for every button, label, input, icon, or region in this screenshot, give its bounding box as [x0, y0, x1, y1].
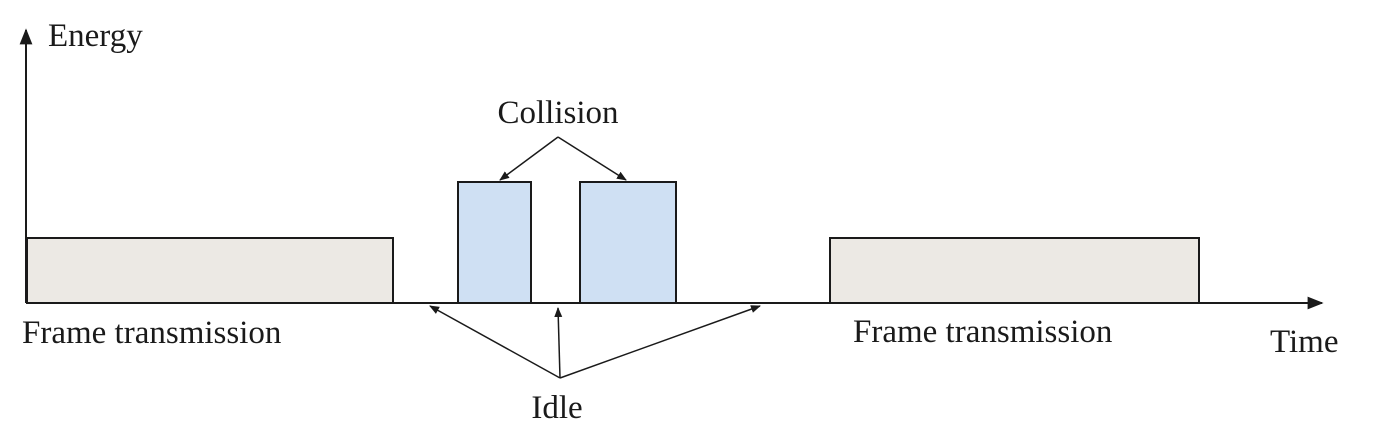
frame-label-left: Frame transmission	[22, 315, 281, 351]
energy-axis-label: Energy	[48, 18, 143, 54]
collision-block-right	[579, 181, 677, 304]
collision-block-left	[457, 181, 532, 304]
collision-arrow-right	[557, 136, 627, 181]
collision-label: Collision	[497, 95, 618, 131]
idle-arrow-left	[429, 305, 561, 379]
idle-arrow-right	[559, 305, 761, 379]
idle-arrow-middle	[554, 307, 563, 379]
collision-arrow-left	[499, 136, 559, 181]
frame-block-right	[829, 237, 1200, 304]
time-axis-label: Time	[1270, 324, 1338, 360]
frame-label-right: Frame transmission	[853, 314, 1112, 350]
frame-block-left	[26, 237, 394, 304]
idle-label: Idle	[531, 390, 582, 426]
